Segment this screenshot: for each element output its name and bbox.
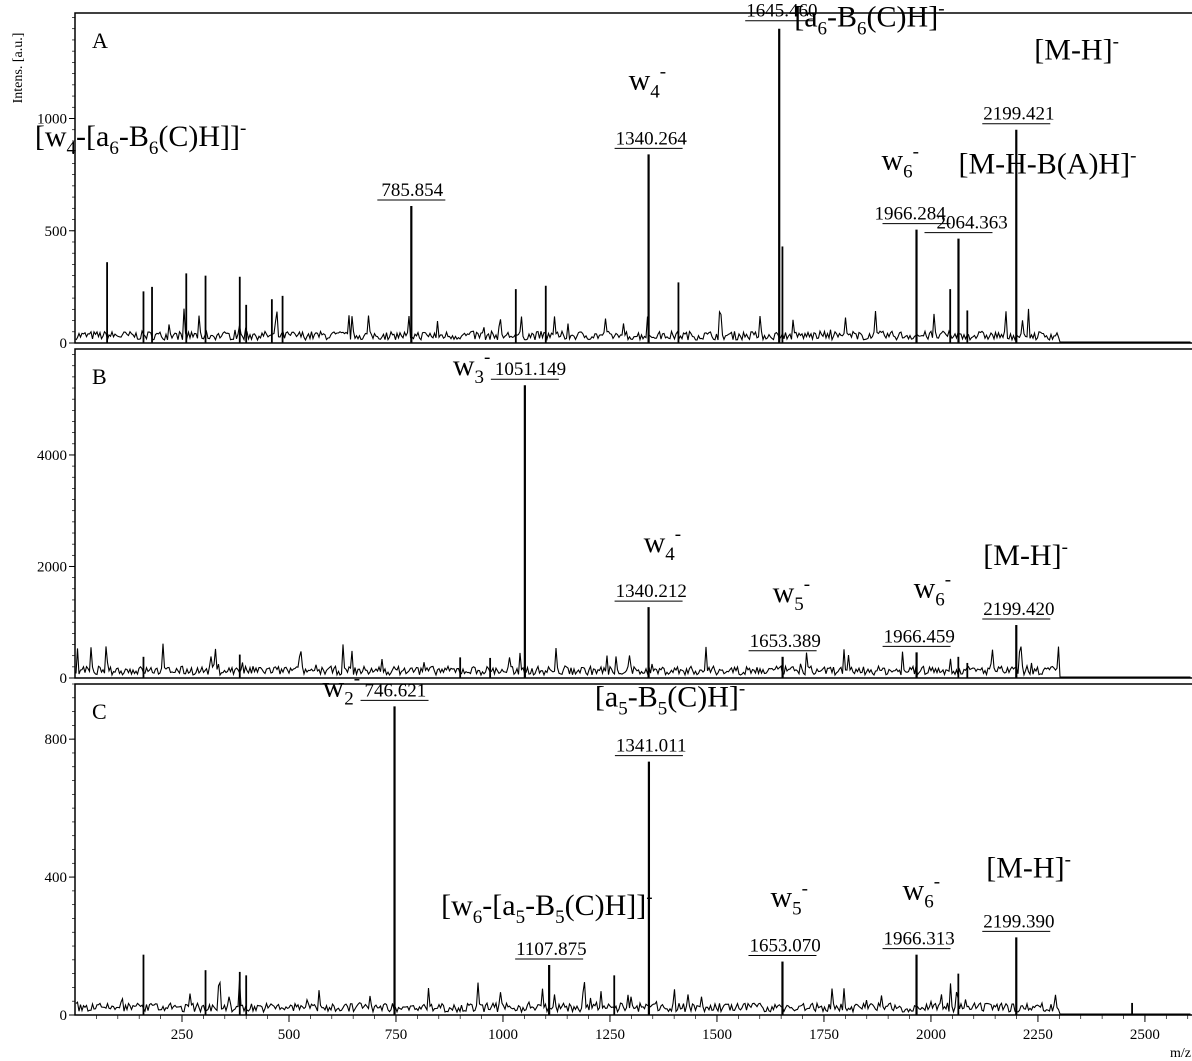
peak-mz-label: 785.854 bbox=[381, 180, 443, 201]
ion-label: [a6-B6(C)H]- bbox=[794, 0, 944, 40]
ion-label: [M-H-B(A)H]- bbox=[958, 146, 1136, 181]
ion-label: w6- bbox=[882, 142, 920, 183]
y-tick-label: 4000 bbox=[37, 448, 67, 464]
x-axis-title: m/z bbox=[1170, 1046, 1191, 1061]
peak-marks bbox=[106, 28, 1133, 1015]
peak-mz-label: 1966.313 bbox=[884, 929, 955, 950]
peak-mz-label: 1653.070 bbox=[749, 936, 820, 957]
ion-label: [a5-B5(C)H]- bbox=[595, 679, 745, 720]
spectra-traces bbox=[75, 308, 1191, 1015]
x-tick-label: 500 bbox=[278, 1027, 301, 1043]
y-tick-label: 400 bbox=[45, 870, 68, 886]
y-tick-label: 800 bbox=[45, 732, 68, 748]
peak-mz-label: 1340.212 bbox=[616, 581, 687, 602]
ion-label: w6- bbox=[914, 569, 952, 610]
panel-letter-c: C bbox=[92, 699, 107, 724]
peak-mz-label: 1966.284 bbox=[875, 204, 947, 225]
x-tick-label: 1250 bbox=[595, 1027, 625, 1043]
ion-label: w3- bbox=[453, 347, 491, 388]
panel-letter-b: B bbox=[92, 364, 107, 389]
peak-mz-label: 2199.390 bbox=[983, 911, 1054, 932]
x-tick-label: 2500 bbox=[1130, 1027, 1160, 1043]
y-tick-label: 500 bbox=[45, 224, 68, 240]
ion-label: w5- bbox=[770, 879, 808, 920]
ion-label: w4- bbox=[629, 61, 667, 102]
ion-label: [M-H]- bbox=[986, 849, 1071, 884]
peak-mz-label: 1653.389 bbox=[750, 631, 821, 652]
x-tick-label: 1750 bbox=[809, 1027, 839, 1043]
peak-mz-label: 1051.149 bbox=[495, 359, 566, 380]
ion-label: [M-H]- bbox=[983, 537, 1068, 572]
peak-mz-label: 2199.420 bbox=[983, 599, 1054, 620]
x-tick-label: 250 bbox=[171, 1027, 194, 1043]
spectrum-baseline-a bbox=[75, 308, 1191, 343]
x-tick-label: 750 bbox=[385, 1027, 408, 1043]
panel-letter-a: A bbox=[92, 28, 108, 53]
spectrum-baseline-c bbox=[75, 980, 1191, 1015]
peak-mz-label: 1341.011 bbox=[616, 736, 687, 757]
axes: Intens. [a.u.] m/z 0 500 1000 0 2000 4000 0 400… bbox=[11, 17, 1191, 1061]
ion-label: w5- bbox=[773, 574, 811, 615]
peak-annotations: A 785.854 [w4-[a6-B6(C)H]]- 1340.264 w4- 1645… bbox=[35, 0, 1137, 960]
peak-mz-label: 1645.460 bbox=[746, 1, 817, 22]
peak-mz-label: 746.621 bbox=[365, 680, 427, 701]
peak-mz-label: 1340.264 bbox=[616, 128, 688, 149]
x-tick-label: 1500 bbox=[702, 1027, 732, 1043]
peak-mz-label: 1107.875 bbox=[516, 939, 587, 960]
ion-label: w4- bbox=[644, 524, 682, 565]
panel-frame-b bbox=[74, 348, 1192, 679]
y-axis-title: Intens. [a.u.] bbox=[11, 33, 26, 104]
panel-frame-c bbox=[74, 683, 1192, 1016]
peak-mz-label: 2199.421 bbox=[983, 104, 1054, 125]
y-tick-label: 0 bbox=[60, 1008, 68, 1024]
ion-label: [M-H]- bbox=[1034, 32, 1119, 67]
y-tick-label: 1000 bbox=[37, 112, 67, 128]
ion-label: [w4-[a6-B6(C)H]]- bbox=[35, 118, 246, 159]
y-tick-label: 0 bbox=[60, 336, 68, 352]
y-tick-label: 2000 bbox=[37, 559, 67, 575]
x-tick-label: 2250 bbox=[1023, 1027, 1053, 1043]
y-tick-label: 0 bbox=[60, 671, 68, 687]
x-tick-label: 1000 bbox=[488, 1027, 518, 1043]
ion-label: w6- bbox=[903, 872, 941, 913]
x-tick-label: 2000 bbox=[916, 1027, 946, 1043]
peak-mz-label: 2064.363 bbox=[936, 213, 1007, 234]
panel-frame-a bbox=[74, 12, 1192, 344]
ion-label: [w6-[a5-B5(C)H]]- bbox=[441, 887, 652, 928]
peak-mz-label: 1966.459 bbox=[884, 626, 955, 647]
spectrum-baseline-b bbox=[75, 643, 1191, 678]
ion-label: w2- bbox=[323, 668, 361, 709]
